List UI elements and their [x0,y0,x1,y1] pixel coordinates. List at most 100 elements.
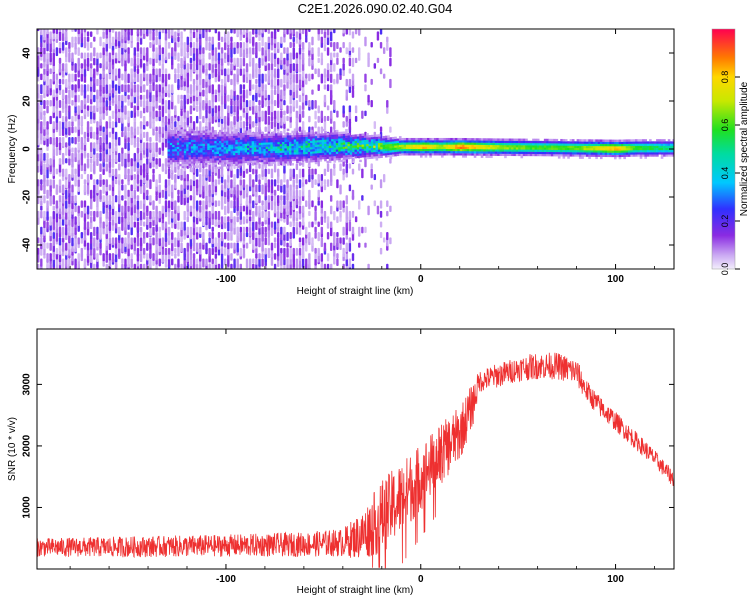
noise-cell [280,36,283,44]
ridge-cell [263,144,266,147]
noise-cell [205,168,208,178]
noise-cell [180,242,183,252]
noise-cell [248,89,252,96]
noise-cell [68,195,71,205]
ridge-cell [335,149,339,152]
noise-cell [317,200,320,206]
ridge-cell [289,158,292,162]
ridge-cell [244,145,248,149]
ridge-cell [424,146,428,149]
ridge-cell [289,154,292,157]
ridge-cell [284,156,287,160]
noise-cell [118,216,121,225]
noise-cell [236,73,239,83]
noise-cell [127,137,130,143]
noise-cell [342,41,345,49]
noise-cell [199,110,202,120]
ridge-cell [190,143,194,147]
ridge-cell [326,141,330,144]
noise-cell [68,173,71,182]
noise-cell [252,221,255,232]
ridge-cell [394,147,397,150]
noise-cell [96,195,99,202]
ridge-cell [455,142,458,145]
noise-cell [37,253,40,263]
ridge-cell [452,142,456,145]
noise-cell [155,31,158,37]
ridge-cell [225,146,229,150]
noise-cell [114,179,118,185]
ridge-cell [204,130,208,133]
ridge-cell [354,145,358,148]
noise-cell [345,163,348,174]
ridge-cell [181,159,185,162]
noise-cell [133,242,137,252]
noise-cell [164,100,168,110]
noise-cell [93,237,96,247]
ridge-cell [298,156,302,159]
noise-cell [336,232,339,238]
ridge-cell [242,150,245,153]
noise-cell [230,121,233,129]
noise-cell [220,189,224,197]
ridge-cell [286,137,290,140]
ridge-cell [167,147,171,150]
ridge-cell [263,163,266,167]
ridge-cell [443,150,446,154]
ridge-cell [230,163,234,167]
noise-cell [342,226,345,236]
noise-cell [124,31,127,41]
noise-cell [317,247,320,257]
ridge-cell [246,136,250,140]
ridge-cell [251,134,255,137]
noise-cell [220,94,224,105]
ridge-cell [424,153,428,156]
ridge-cell [225,155,229,158]
ridge-cell [167,142,171,146]
ridge-cell [424,140,428,143]
ridge-cell [377,136,381,139]
noise-cell [286,258,289,265]
ridge-cell [249,160,252,163]
noise-cell [161,163,165,172]
ridge-cell [209,160,213,163]
ridge-cell [333,155,337,159]
noise-cell [314,179,317,185]
ridge-cell [242,137,245,140]
noise-cell [121,94,124,102]
noise-cell [58,57,62,64]
ridge-cell [338,146,341,150]
ridge-cell [286,163,290,166]
ridge-cell [221,127,224,130]
noise-cell [192,41,196,49]
ridge-cell [312,144,316,148]
ridge-cell [361,150,365,154]
noise-cell [186,253,190,263]
ridge-cell [204,160,208,164]
noise-cell [171,221,174,229]
ridge-cell [167,151,171,154]
ridge-cell [169,125,173,128]
ridge-cell [293,158,297,162]
noise-cell [167,216,171,225]
ridge-cell [398,149,402,152]
noise-cell [192,242,196,252]
ridge-cell [377,149,381,152]
ridge-cell [375,149,379,152]
noise-cell [261,57,264,66]
ridge-cell [263,148,266,152]
noise-cell [99,216,102,224]
noise-cell [320,200,324,209]
noise-cell [121,263,124,269]
noise-cell [245,47,249,55]
ridge-cell [366,150,369,153]
noise-cell [320,179,324,187]
noise-cell [258,253,261,260]
noise-cell [308,232,311,242]
ridge-cell [303,134,306,138]
ridge-cell [282,159,285,162]
ridge-cell [361,146,365,149]
noise-cell [301,94,305,103]
noise-cell [298,31,302,40]
ridge-cell [179,153,182,156]
